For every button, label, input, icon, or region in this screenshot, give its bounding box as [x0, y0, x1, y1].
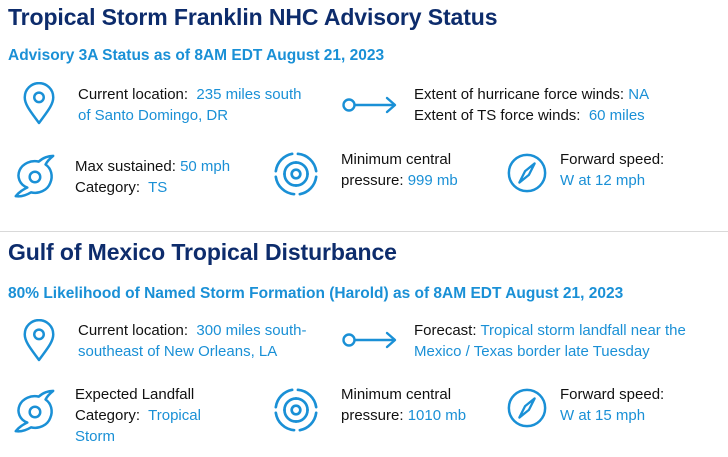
compass-icon [506, 152, 548, 194]
s1-intensity: Max sustained: 50 mph Category: TS [75, 158, 231, 196]
tropical-storm-icon [10, 388, 58, 436]
compass-icon [506, 387, 548, 429]
arrow-right-icon [341, 330, 401, 350]
hurricane-icon [272, 150, 320, 198]
section1-subtitle: Advisory 3A Status as of 8AM EDT August … [8, 47, 385, 64]
s2-speed: Forward speed: W at 15 mph [560, 386, 665, 424]
hurricane-icon [272, 386, 320, 434]
s2-location: Current location: 300 miles south- south… [78, 322, 307, 360]
s2-pressure: Minimum central pressure: 1010 mb [341, 386, 467, 424]
s1-winds: Extent of hurricane force winds: NA Exte… [414, 86, 650, 124]
s1-location: Current location: 235 miles south of San… [78, 86, 302, 124]
tropical-storm-icon [10, 153, 58, 201]
map-pin-icon [20, 319, 58, 363]
section2-subtitle: 80% Likelihood of Named Storm Formation … [8, 285, 624, 302]
s2-forecast: Forecast: Tropical storm landfall near t… [414, 322, 686, 360]
arrow-right-icon [341, 95, 401, 115]
section1-title: Tropical Storm Franklin NHC Advisory Sta… [8, 4, 498, 30]
section-divider [0, 231, 728, 232]
s1-pressure: Minimum central pressure: 999 mb [341, 151, 458, 189]
section2-title: Gulf of Mexico Tropical Disturbance [8, 239, 397, 265]
s2-landfall: Expected Landfall Category: Tropical Sto… [75, 386, 201, 445]
s1-speed: Forward speed: W at 12 mph [560, 151, 665, 189]
map-pin-icon [20, 82, 58, 126]
